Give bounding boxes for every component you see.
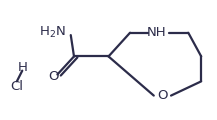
Text: H$_2$N: H$_2$N: [39, 25, 65, 40]
Text: NH: NH: [147, 26, 167, 39]
Text: Cl: Cl: [10, 80, 23, 93]
Text: O: O: [48, 70, 59, 83]
Text: H: H: [17, 61, 27, 74]
Text: O: O: [157, 89, 168, 102]
